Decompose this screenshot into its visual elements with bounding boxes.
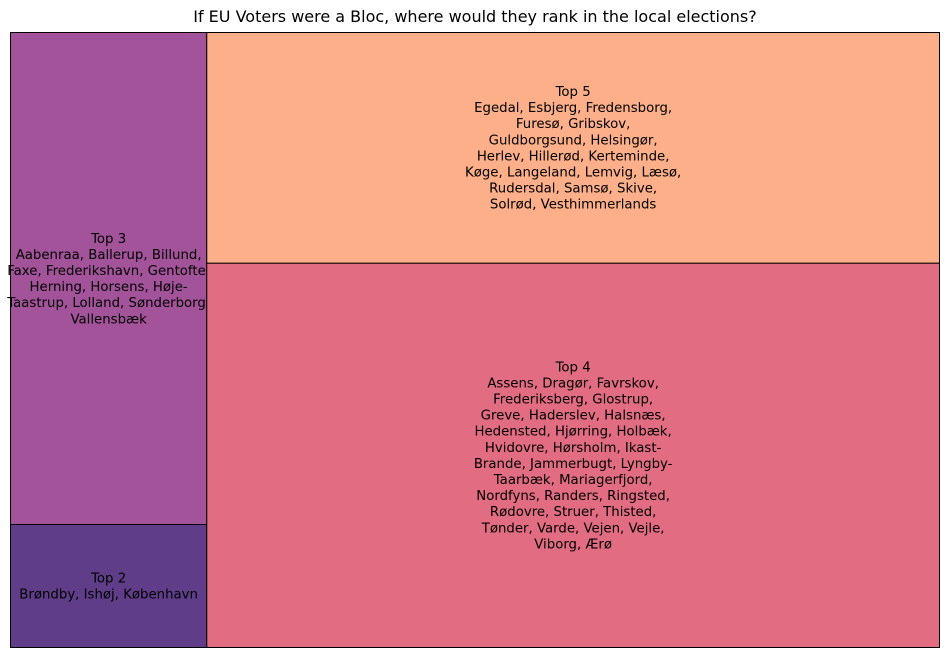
tile-municipalities-line: Rudersdal, Samsø, Skive, <box>489 182 657 197</box>
chart-title: If EU Voters were a Bloc, where would th… <box>193 7 757 26</box>
tile-municipalities-line: Køge, Langeland, Lemvig, Læsø, <box>465 165 681 180</box>
tile-municipalities-line: Hedensted, Hjørring, Holbæk, <box>475 425 672 440</box>
tile-municipalities-line: Brande, Jammerbugt, Lyngby- <box>474 457 673 472</box>
tile-category-label: Top 3 <box>90 232 126 247</box>
tile-municipalities-line: Brøndby, Ishøj, København <box>19 588 198 603</box>
tile-municipalities-line: Solrød, Vesthimmerlands <box>490 198 657 213</box>
tile-municipalities-line: Herlev, Hillerød, Kerteminde, <box>477 149 670 164</box>
tile-label-top-2: Top 2 Brøndby, Ishøj, København <box>19 571 198 602</box>
tile-municipalities-line: Nordfyns, Randers, Ringsted, <box>476 489 670 504</box>
tile-label-top-5: Top 5 Egedal, Esbjerg, Fredensborg, Furesø… <box>465 85 681 213</box>
tile-municipalities-line: Furesø, Gribskov, <box>516 117 631 132</box>
tile-top-4 <box>206 262 941 648</box>
tile-municipalities-line: Greve, Haderslev, Halsnæs, <box>481 409 666 424</box>
tile-municipalities-line: Herning, Horsens, Høje- <box>30 280 188 295</box>
tile-municipalities-line: Faxe, Frederikshavn, Gentofte, <box>7 264 210 279</box>
tile-municipalities-line: Hvidovre, Hørsholm, Ikast- <box>485 441 662 456</box>
tile-label-top-3: Top 3 Aabenraa, Ballerup, Billund, Faxe, F… <box>6 232 210 328</box>
tile-municipalities-line: Taastrup, Lolland, Sønderborg, <box>6 296 210 311</box>
tile-municipalities-line: Viborg, Ærø <box>534 537 612 552</box>
tile-municipalities-line: Assens, Dragør, Favrskov, <box>487 376 659 391</box>
tile-municipalities-line: Guldborgsund, Helsingør, <box>489 133 658 148</box>
tile-municipalities-line: Taarbæk, Mariagerfjord, <box>493 473 653 488</box>
plot-frame <box>10 32 940 648</box>
tile-municipalities-line: Tønder, Varde, Vejen, Vejle, <box>481 521 665 536</box>
tile-municipalities-line: Rødovre, Struer, Thisted, <box>490 505 657 520</box>
tile-label-top-4: Top 4 Assens, Dragør, Favrskov, Frederiksb… <box>474 360 673 552</box>
tile-category-label: Top 2 <box>90 571 126 586</box>
tile-top-5 <box>206 32 941 264</box>
tile-municipalities-line: Frederiksberg, Glostrup, <box>493 392 653 407</box>
treemap-tiles: Top 2 Brøndby, Ishøj, København Top 3 Aaben… <box>6 32 941 648</box>
tile-municipalities-line: Vallensbæk <box>70 312 147 327</box>
tile-municipalities-line: Aabenraa, Ballerup, Billund, <box>16 248 202 263</box>
tile-category-label: Top 4 <box>555 360 591 375</box>
tile-category-label: Top 5 <box>555 85 591 100</box>
tile-municipalities-line: Egedal, Esbjerg, Fredensborg, <box>474 101 672 116</box>
